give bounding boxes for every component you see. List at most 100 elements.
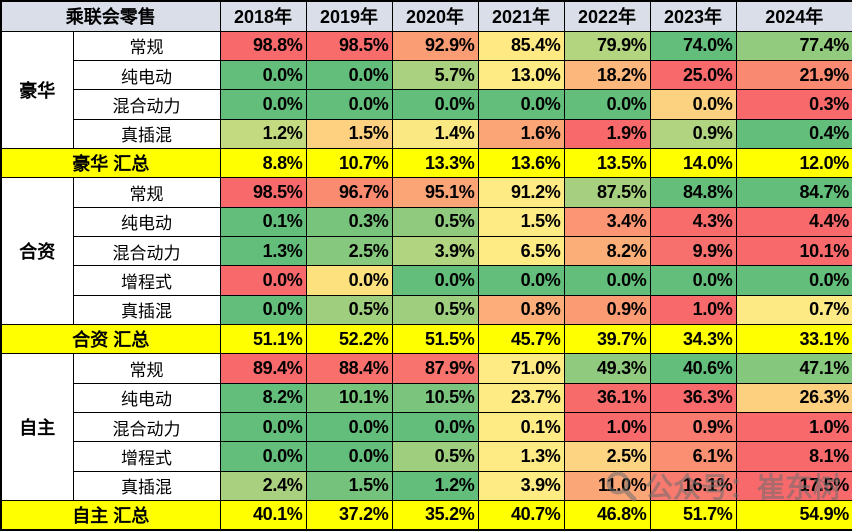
header-row: 乘联会零售 2018年 2019年 2020年 2021年 2022年 2023年 2024… (0, 0, 852, 32)
year-header: 2018年 (219, 0, 307, 32)
value-cell: 0.7% (735, 294, 852, 325)
value-cell: 98.5% (305, 30, 393, 61)
value-cell: 49.3% (563, 353, 651, 384)
value-cell: 0.0% (563, 89, 651, 120)
value-cell: 5.7% (391, 59, 479, 91)
table-row: 增程式 0.0% 0.0% 0.0% 0.0% 0.0% 0.0% 0.0% (1, 265, 852, 296)
summary-value-cell: 54.9% (735, 499, 852, 531)
summary-value-cell: 40.7% (477, 499, 565, 531)
value-cell: 10.5% (391, 382, 479, 413)
value-cell: 74.0% (649, 30, 737, 61)
value-cell: 87.9% (391, 353, 479, 384)
table-row: 混合动力 0.0% 0.0% 0.0% 0.1% 1.0% 0.9% 1.0% (1, 411, 852, 443)
value-cell: 0.0% (735, 265, 852, 296)
year-header: 2021年 (477, 0, 565, 32)
summary-label: 自主 汇总 (0, 499, 221, 531)
value-cell: 47.1% (735, 353, 852, 384)
summary-row: 合资 汇总 51.1% 52.2% 51.5% 45.7% 39.7% 34.3% 33.1% (0, 323, 852, 355)
summary-value-cell: 45.7% (477, 323, 565, 355)
value-cell: 0.0% (305, 59, 393, 91)
table-row: 真插混 0.0% 0.5% 0.5% 0.8% 0.9% 1.0% 0.7% (1, 294, 852, 325)
summary-value-cell: 12.0% (735, 147, 852, 179)
value-cell: 98.5% (219, 177, 307, 208)
value-cell: 0.9% (563, 294, 651, 325)
value-cell: 1.2% (391, 470, 479, 502)
value-cell: 0.0% (305, 89, 393, 120)
summary-value-cell: 13.5% (563, 147, 651, 179)
summary-value-cell: 34.3% (649, 323, 737, 355)
value-cell: 0.0% (219, 441, 307, 472)
value-cell: 18.2% (563, 59, 651, 91)
value-cell: 0.0% (305, 265, 393, 296)
value-cell: 0.0% (477, 265, 565, 296)
value-cell: 0.1% (219, 206, 307, 237)
summary-value-cell: 13.6% (477, 147, 565, 179)
value-cell: 85.4% (477, 30, 565, 61)
table-row: 真插混 1.2% 1.5% 1.4% 1.6% 1.9% 0.9% 0.4% (1, 118, 852, 149)
category-label: 纯电动 (72, 206, 221, 237)
value-cell: 91.2% (477, 177, 565, 208)
year-header: 2020年 (391, 0, 479, 32)
value-cell: 0.9% (649, 411, 737, 443)
value-cell: 0.0% (219, 59, 307, 91)
value-cell: 8.1% (735, 441, 852, 472)
value-cell: 2.4% (219, 470, 307, 502)
value-cell: 1.4% (391, 118, 479, 149)
category-label: 混合动力 (72, 411, 221, 443)
value-cell: 3.4% (563, 206, 651, 237)
summary-value-cell: 13.3% (391, 147, 479, 179)
summary-value-cell: 46.8% (563, 499, 651, 531)
value-cell: 87.5% (563, 177, 651, 208)
year-header: 2023年 (649, 0, 737, 32)
value-cell: 3.9% (391, 235, 479, 267)
table-row: 纯电动 8.2% 10.1% 10.5% 23.7% 36.1% 36.3% 26.3% (1, 382, 852, 413)
value-cell: 1.0% (735, 411, 852, 443)
value-cell: 2.5% (305, 235, 393, 267)
category-label: 混合动力 (72, 89, 221, 120)
value-cell: 0.3% (735, 89, 852, 120)
value-cell: 10.1% (305, 382, 393, 413)
category-label: 纯电动 (72, 382, 221, 413)
value-cell: 0.0% (219, 411, 307, 443)
value-cell: 84.8% (649, 177, 737, 208)
group-label: 合资 (0, 177, 74, 325)
summary-value-cell: 35.2% (391, 499, 479, 531)
category-label: 增程式 (72, 441, 221, 472)
value-cell: 8.2% (219, 382, 307, 413)
value-cell: 1.6% (477, 118, 565, 149)
value-cell: 0.4% (735, 118, 852, 149)
value-cell: 3.9% (477, 470, 565, 502)
summary-value-cell: 37.2% (305, 499, 393, 531)
category-label: 纯电动 (72, 59, 221, 91)
value-cell: 13.0% (477, 59, 565, 91)
value-cell: 36.1% (563, 382, 651, 413)
year-header: 2022年 (563, 0, 651, 32)
value-cell: 36.3% (649, 382, 737, 413)
value-cell: 0.5% (391, 206, 479, 237)
table-row: 增程式 0.0% 0.0% 0.5% 1.3% 2.5% 6.1% 8.1% (1, 441, 852, 472)
group-label: 豪华 (0, 30, 74, 149)
value-cell: 0.0% (391, 89, 479, 120)
value-cell: 6.5% (477, 235, 565, 267)
table-row: 合资 常规 98.5% 96.7% 95.1% 91.2% 87.5% 84.8% 84.7% (0, 177, 852, 325)
value-cell: 0.5% (391, 441, 479, 472)
category-label: 混合动力 (72, 235, 221, 267)
value-cell: 1.5% (305, 470, 393, 502)
value-cell: 0.3% (305, 206, 393, 237)
category-label: 常规 (72, 30, 221, 61)
value-cell: 2.5% (563, 441, 651, 472)
table-title: 乘联会零售 (0, 0, 221, 32)
value-cell: 17.5% (735, 470, 852, 502)
table-row: 混合动力 0.0% 0.0% 0.0% 0.0% 0.0% 0.0% 0.3% (1, 89, 852, 120)
value-cell: 1.0% (563, 411, 651, 443)
value-cell: 6.1% (649, 441, 737, 472)
summary-value-cell: 40.1% (219, 499, 307, 531)
table-row: 混合动力 1.3% 2.5% 3.9% 6.5% 8.2% 9.9% 10.1% (1, 235, 852, 267)
category-label: 真插混 (72, 118, 221, 149)
summary-row: 自主 汇总 40.1% 37.2% 35.2% 40.7% 46.8% 51.7% 54.9% (0, 499, 852, 531)
summary-row: 豪华 汇总 8.8% 10.7% 13.3% 13.6% 13.5% 14.0% 12.0% (0, 147, 852, 179)
value-cell: 0.0% (477, 89, 565, 120)
value-cell: 21.9% (735, 59, 852, 91)
summary-value-cell: 8.8% (219, 147, 307, 179)
